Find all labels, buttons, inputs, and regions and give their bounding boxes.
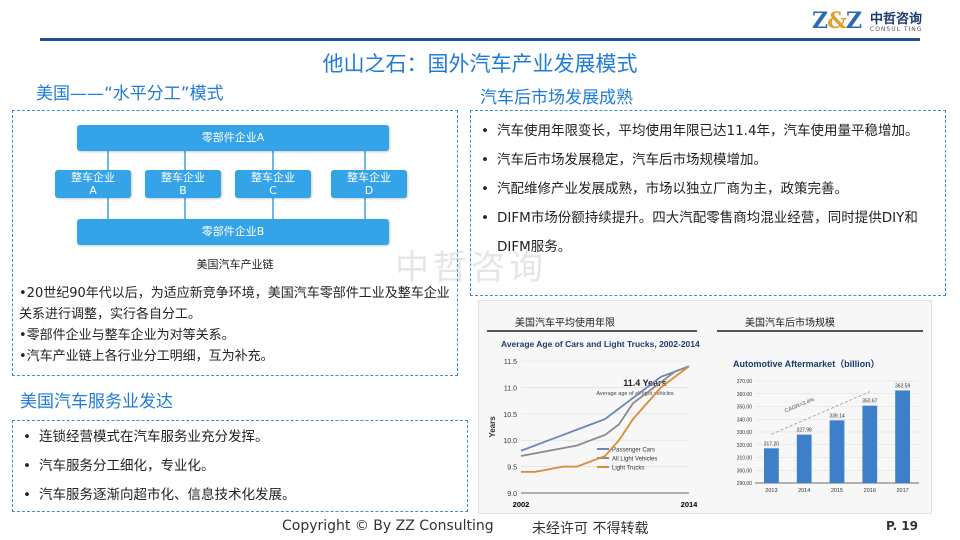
- chart1-y-tick: 11.0: [504, 385, 517, 392]
- bullet-item: 连锁经营模式在汽车服务业充分发挥。: [17, 423, 296, 452]
- aftermarket-bullets: 汽车使用年限变长，平均使用年限已达11.4年，汽车使用量平稳增加。 汽车后市场发…: [475, 117, 937, 262]
- chart1-y-tick: 10.0: [503, 438, 517, 445]
- section-title-service-industry: 美国汽车服务业发达: [20, 392, 173, 412]
- horizontal-division-notes: •20世纪90年代以后，为适应新竞争环境，美国汽车零部件工业及整车企业关系进行调…: [19, 283, 453, 367]
- chart2-y-tick: 330.00: [737, 430, 753, 436]
- chart2-y-tick: 370.00: [737, 379, 753, 385]
- chart1-header: 美国汽车平均使用年限: [515, 318, 615, 329]
- oem-d-label: 整车企业: [347, 171, 391, 184]
- company-logo: Z&Z 中哲咨询 CONSUL TING: [812, 6, 952, 40]
- chart1-y-tick: 10.5: [503, 412, 517, 419]
- footer-copyright: Copyright © By ZZ Consulting: [282, 518, 494, 534]
- chart2-x-tick: 2016: [864, 488, 876, 494]
- chart1-y-label: Years: [488, 416, 497, 438]
- section-title-aftermarket: 汽车后市场发展成熟: [480, 88, 633, 108]
- chart2-value-label: 350.67: [862, 399, 878, 405]
- chart1-legend-label: All Light Vehicles: [612, 457, 657, 463]
- chain-oem-a: 整车企业 A: [55, 170, 131, 198]
- chart2-value-label: 362.59: [895, 383, 911, 389]
- oem-a-letter: A: [89, 184, 97, 197]
- service-bullets: 连锁经营模式在汽车服务业充分发挥。 汽车服务分工细化，专业化。 汽车服务逐渐向超…: [17, 423, 296, 510]
- chart1-legend-label: Light Trucks: [612, 466, 644, 472]
- chart1-title: Average Age of Cars and Light Trucks, 20…: [501, 339, 700, 349]
- aftermarket-bar-chart: Automotive Aftermarket（billion） 290.00 300…: [733, 359, 919, 494]
- chart2-bar: [895, 390, 910, 483]
- chain-oem-c: 整车企业 C: [235, 170, 311, 198]
- section-title-horizontal-division: 美国——“水平分工”模式: [36, 84, 224, 104]
- chart2-x-tick: 2013: [765, 488, 777, 494]
- charts-panel: 美国汽车平均使用年限 美国汽车后市场规模 Average Age of Cars…: [478, 300, 932, 514]
- chart2-y-tick: 290.00: [737, 481, 753, 487]
- chain-caption: 美国汽车产业链: [196, 258, 274, 271]
- chart1-x-tick: 2014: [681, 500, 699, 509]
- chart2-x-tick: 2017: [896, 488, 908, 494]
- logo-en-text: CONSUL TING: [870, 26, 923, 33]
- note-paragraph: •汽车产业链上各行业分工明细，互为补充。: [19, 349, 274, 364]
- chart1-y-tick: 11.5: [504, 359, 517, 366]
- logo-cn-text: 中哲咨询: [870, 12, 923, 27]
- chart1-y-tick: 9.5: [507, 465, 517, 472]
- chart2-y-tick: 360.00: [737, 392, 753, 398]
- oem-c-letter: C: [269, 184, 277, 197]
- bullet-item: 汽车后市场发展稳定，汽车后市场规模增加。: [475, 146, 937, 175]
- chain-bottom-supplier: 零部件企业B: [77, 219, 389, 245]
- chart1-x-tick: 2002: [513, 500, 530, 509]
- chart2-bar: [829, 420, 845, 483]
- chart2-y-tick: 320.00: [737, 443, 753, 449]
- chain-oem-d: 整车企业 D: [331, 170, 407, 198]
- chart1-series-line: [521, 365, 690, 473]
- chart1-series-line: [520, 365, 690, 457]
- oem-d-letter: D: [364, 184, 374, 197]
- chart2-value-label: 327.98: [797, 428, 813, 434]
- chart2-bar: [862, 405, 878, 483]
- chart2-y-tick: 300.00: [737, 468, 753, 474]
- footer-notice: 未经许可 不得转载: [532, 521, 649, 537]
- chart2-header: 美国汽车后市场规模: [745, 318, 835, 329]
- chart2-y-tick: 310.00: [737, 456, 753, 462]
- chart2-bar: [796, 434, 812, 483]
- average-age-line-chart: Average Age of Cars and Light Trucks, 20…: [488, 339, 700, 509]
- chain-connectors: [107, 151, 366, 219]
- horizontal-division-box: 零部件企业A 整车企业 A 整车企业 B 整车企业 C 整车企业 D 零部件企业…: [12, 110, 458, 376]
- chart2-y-tick: 340.00: [737, 417, 753, 423]
- bullet-item: DIFM市场份额持续提升。四大汽配零售商均混业经营，同时提供DIY和DIFM服务…: [475, 204, 937, 262]
- chart2-value-label: 339.14: [829, 413, 845, 419]
- chart1-legend-label: Passenger Cars: [612, 448, 655, 454]
- note-paragraph: •零部件企业与整车企业为对等关系。: [19, 328, 235, 343]
- oem-c-label: 整车企业: [251, 171, 295, 184]
- chart2-value-label: 317.20: [764, 441, 780, 447]
- chart2-y-tick: 350.00: [737, 405, 753, 411]
- chart2-x-tick: 2015: [831, 488, 843, 494]
- oem-a-label: 整车企业: [71, 171, 115, 184]
- bullet-item: 汽车服务逐渐向超市化、信息技术化发展。: [17, 481, 296, 510]
- chart2-cagr-arrow: [771, 391, 870, 435]
- header-divider: [40, 38, 920, 41]
- page-number: P. 19: [886, 519, 919, 533]
- chart2-title: Automotive Aftermarket（billion）: [733, 359, 880, 369]
- watermark-text: 中哲咨询: [395, 248, 547, 288]
- bullet-item: 汽配维修产业发展成熟，市场以独立厂商为主，政策完善。: [475, 175, 937, 204]
- slide-title: 他山之石：国外汽车产业发展模式: [322, 52, 638, 76]
- chart2-header-bar: 美国汽车后市场规模: [717, 311, 923, 332]
- chart2-x-tick: 2014: [798, 488, 810, 494]
- chart1-header-bar: 美国汽车平均使用年限: [487, 311, 697, 332]
- note-paragraph: •20世纪90年代以后，为适应新竞争环境，美国汽车零部件工业及整车企业关系进行调…: [19, 286, 450, 322]
- chart1-annotation: 11.4 Years: [623, 378, 666, 388]
- industry-chain-diagram: 零部件企业A 整车企业 A 整车企业 B 整车企业 C 整车企业 D 零部件企业…: [13, 111, 457, 271]
- chart2-bar: [764, 448, 779, 483]
- chart1-y-tick: 9.0: [507, 491, 517, 498]
- bullet-item: 汽车服务分工细化，专业化。: [17, 452, 296, 481]
- bullet-item: 汽车使用年限变长，平均使用年限已达11.4年，汽车使用量平稳增加。: [475, 117, 937, 146]
- chart2-annotation: CAGR=3.4%: [784, 397, 816, 414]
- service-industry-box: 连锁经营模式在汽车服务业充分发挥。 汽车服务分工细化，专业化。 汽车服务逐渐向超…: [12, 420, 468, 512]
- chart1-annotation-sub: Average age of all light vehicles: [596, 391, 674, 397]
- oem-b-label: 整车企业: [161, 171, 205, 184]
- aftermarket-box: 汽车使用年限变长，平均使用年限已达11.4年，汽车使用量平稳增加。 汽车后市场发…: [470, 110, 946, 296]
- chain-top-supplier: 零部件企业A: [77, 125, 389, 151]
- chart1-series-line: [520, 365, 690, 452]
- oem-b-letter: B: [179, 184, 187, 197]
- chain-oem-b: 整车企业 B: [145, 170, 221, 198]
- logo-mark: Z&Z: [812, 8, 862, 34]
